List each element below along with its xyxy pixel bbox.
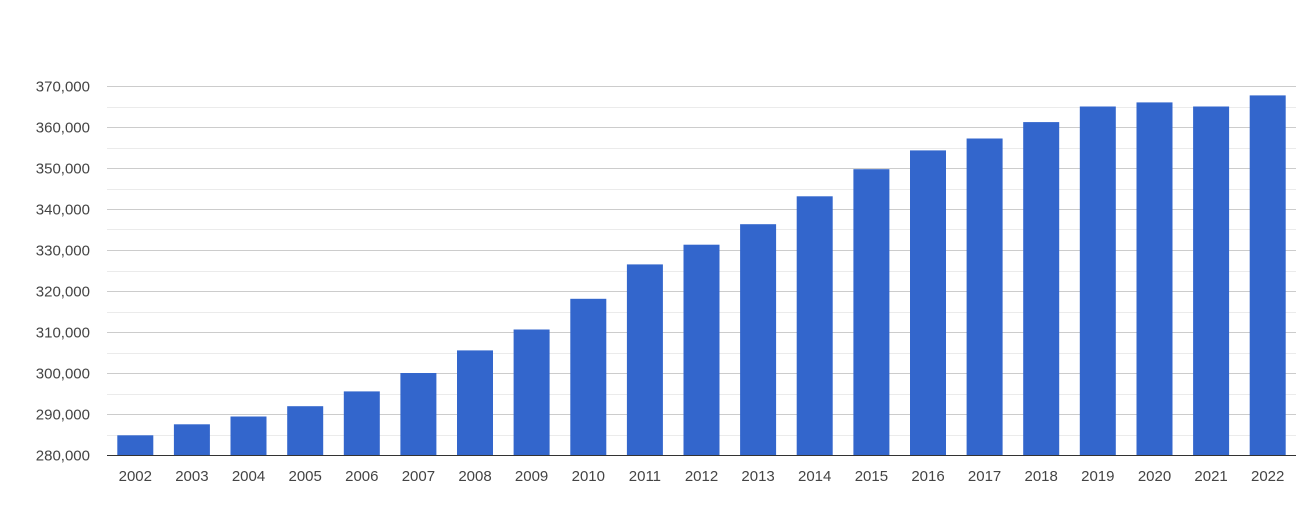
- x-tick-label: 2010: [572, 468, 605, 485]
- bar-2012[interactable]: [683, 244, 720, 455]
- x-tick-label: 2014: [798, 468, 831, 485]
- x-tick-label: 2011: [629, 468, 661, 485]
- bar-2004[interactable]: [230, 416, 267, 456]
- x-tick-label: 2018: [1025, 468, 1058, 485]
- y-tick-label: 300,000: [36, 366, 90, 383]
- bar-2013[interactable]: [740, 224, 777, 455]
- bar-2014[interactable]: [796, 196, 833, 456]
- bar-2010[interactable]: [570, 298, 607, 455]
- y-tick-label: 290,000: [36, 407, 90, 424]
- y-tick-label: 350,000: [36, 161, 90, 178]
- y-tick-label: 340,000: [36, 202, 90, 219]
- bar-2005[interactable]: [287, 406, 324, 455]
- x-tick-label: 2017: [968, 468, 1001, 485]
- x-tick-label: 2013: [741, 468, 774, 485]
- bar-2002[interactable]: [117, 435, 154, 455]
- bar-2003[interactable]: [173, 424, 210, 456]
- x-tick-label: 2003: [175, 468, 208, 485]
- x-tick-label: 2020: [1138, 468, 1171, 485]
- bar-2006[interactable]: [343, 391, 380, 455]
- x-tick-label: 2002: [119, 468, 152, 485]
- bar-2016[interactable]: [910, 150, 946, 455]
- bar-2011[interactable]: [626, 264, 663, 455]
- y-tick-label: 330,000: [36, 243, 90, 260]
- x-tick-label: 2008: [458, 468, 491, 485]
- x-tick-label: 2019: [1081, 468, 1114, 485]
- x-tick-label: 2004: [232, 468, 265, 485]
- bar-2020[interactable]: [1136, 102, 1173, 456]
- bar-2008[interactable]: [457, 350, 493, 455]
- y-tick-label: 370,000: [36, 79, 90, 96]
- y-tick-label: 360,000: [36, 120, 90, 137]
- x-tick-label: 2012: [685, 468, 718, 485]
- y-tick-label: 280,000: [36, 448, 90, 465]
- x-tick-label: 2021: [1194, 468, 1227, 485]
- x-tick-label: 2005: [289, 468, 322, 485]
- bar-2009[interactable]: [513, 329, 550, 456]
- bar-2015[interactable]: [853, 169, 890, 455]
- bar-2021[interactable]: [1193, 106, 1230, 456]
- axis-labels-layer: 280,000 290,000 300,000 310,000 320,000 330,0…: [36, 79, 1285, 486]
- x-tick-label: 2016: [911, 468, 944, 485]
- x-tick-label: 2006: [345, 468, 378, 485]
- x-tick-label: 2009: [515, 468, 548, 485]
- bar-2018[interactable]: [1023, 122, 1060, 455]
- x-tick-label: 2007: [402, 468, 435, 485]
- x-tick-label: 2015: [855, 468, 888, 485]
- bar-2007[interactable]: [400, 373, 437, 455]
- bar-2022[interactable]: [1249, 95, 1286, 456]
- y-tick-label: 320,000: [36, 284, 90, 301]
- x-tick-label: 2022: [1251, 468, 1284, 485]
- bar-2019[interactable]: [1079, 106, 1116, 456]
- bar-2017[interactable]: [966, 138, 1003, 456]
- y-tick-label: 310,000: [36, 325, 90, 342]
- bars-layer: [117, 95, 1286, 456]
